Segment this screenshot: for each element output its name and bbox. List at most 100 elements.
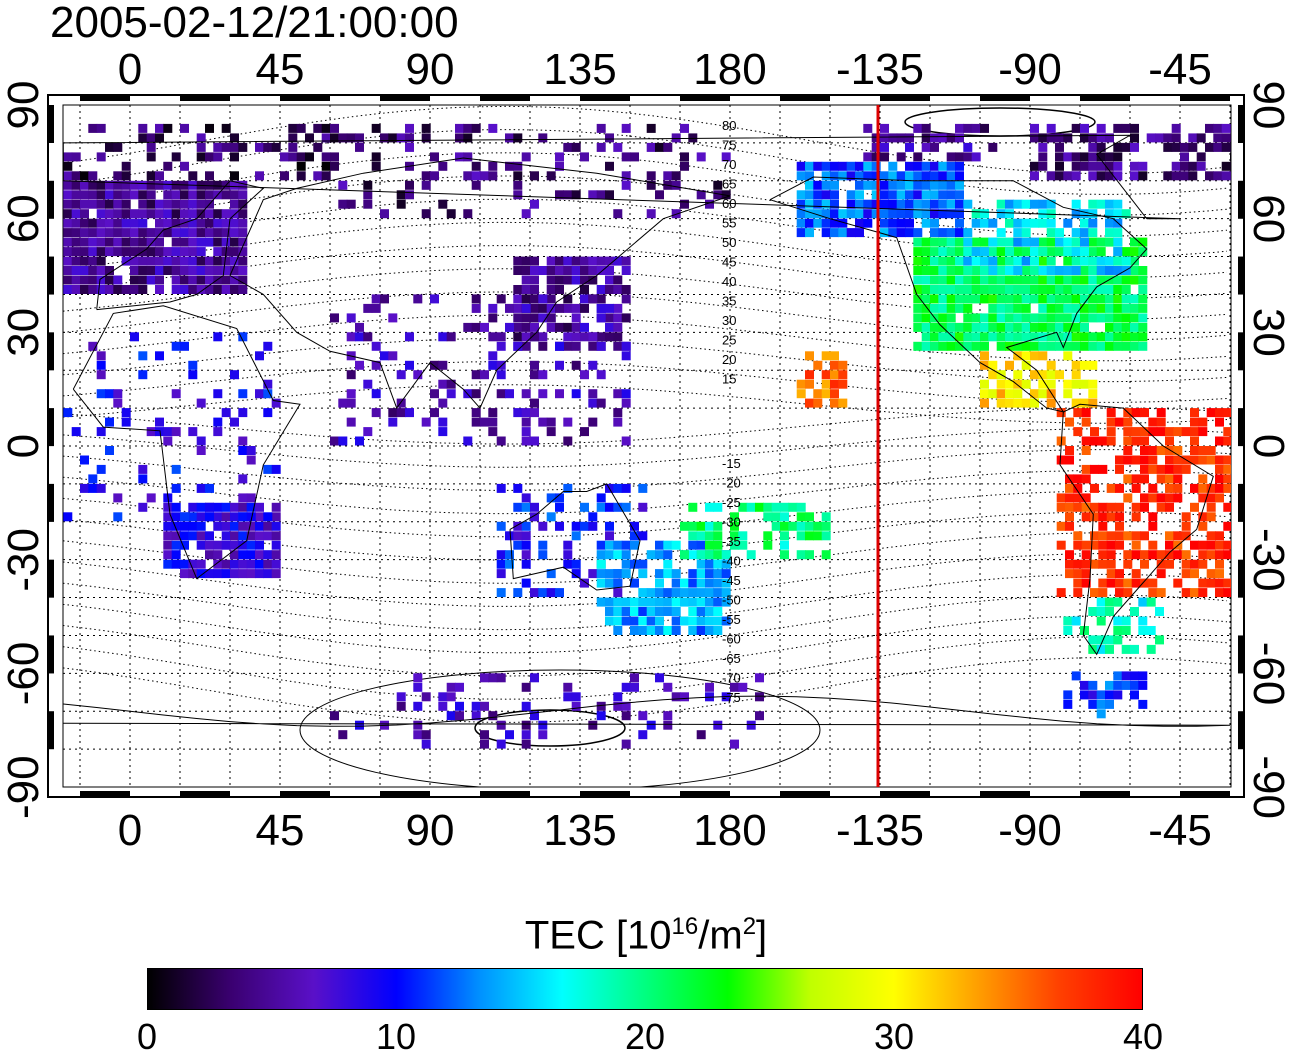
tec-cell <box>1063 256 1073 266</box>
tec-cell <box>1096 341 1106 351</box>
tec-cell <box>371 408 381 418</box>
tec-cell <box>1138 626 1148 635</box>
tec-cell <box>605 607 614 616</box>
tec-cell <box>180 275 189 285</box>
tec-cell <box>63 218 73 228</box>
tec-cell <box>1030 351 1039 361</box>
tec-cell <box>63 247 73 257</box>
tec-cell <box>563 275 573 285</box>
tec-cell <box>1081 474 1091 484</box>
tec-cell <box>530 673 539 683</box>
tec-cell <box>571 275 581 285</box>
tec-cell <box>805 351 814 361</box>
tec-cell <box>1063 313 1073 323</box>
tec-cell <box>1146 597 1156 607</box>
tec-cell <box>196 190 206 200</box>
tec-cell <box>63 209 73 219</box>
tec-cell <box>1081 550 1091 560</box>
tec-cell <box>921 247 931 257</box>
tec-cell <box>196 218 206 228</box>
tec-cell <box>113 237 123 247</box>
tec-cell <box>271 569 281 579</box>
tec-cell <box>496 370 506 380</box>
tec-cell <box>130 180 139 190</box>
tec-cell <box>955 266 964 275</box>
tec-cell <box>580 502 589 512</box>
tec-cell <box>163 512 173 522</box>
tec-cell <box>505 322 514 332</box>
tec-cell <box>563 540 573 550</box>
tec-cell <box>463 322 473 332</box>
tec-cell <box>171 483 181 493</box>
tec-cell <box>805 180 814 190</box>
tec-cell <box>230 285 239 294</box>
tec-cell <box>371 303 381 313</box>
tec-cell <box>138 256 148 266</box>
mlat-label: 15 <box>722 372 736 387</box>
tec-cell <box>180 341 189 351</box>
bottom-lon-label: 45 <box>256 806 305 855</box>
tec-cell <box>555 285 564 294</box>
tec-cell <box>1071 209 1081 219</box>
tec-cell <box>1121 294 1131 304</box>
tec-cell <box>1046 341 1056 351</box>
tec-cell <box>1198 521 1208 531</box>
tec-cell <box>471 408 481 418</box>
tec-cell <box>1046 398 1056 408</box>
top-lon-label: 45 <box>256 45 305 94</box>
tec-cell <box>638 531 648 541</box>
tec-cell <box>621 616 631 626</box>
tec-cell <box>896 133 906 143</box>
bottom-lon-label: -135 <box>836 806 924 855</box>
tec-cell <box>605 275 614 285</box>
tec-cell <box>213 209 223 219</box>
tec-cell <box>863 199 873 209</box>
tec-cell <box>621 351 631 361</box>
tec-cell <box>821 521 831 531</box>
tec-cell <box>605 502 614 512</box>
tec-cell <box>1063 699 1073 709</box>
tec-cell <box>1046 218 1056 228</box>
tec-cell <box>88 199 98 209</box>
tec-cell <box>1013 256 1023 266</box>
tec-cell <box>746 550 756 560</box>
tec-cell <box>238 332 248 342</box>
tec-cell <box>96 247 106 257</box>
tec-cell <box>621 607 631 616</box>
tec-cell <box>1088 171 1098 181</box>
tec-cell <box>846 199 856 209</box>
tec-cell <box>271 142 281 152</box>
tec-cell <box>638 730 648 740</box>
tec-cell <box>1030 123 1039 133</box>
mlat-label: 40 <box>722 274 736 289</box>
tec-cell <box>63 275 73 285</box>
tec-cell <box>471 417 481 427</box>
tec-cell <box>855 161 864 171</box>
tec-cell <box>1105 152 1114 162</box>
tec-cell <box>921 237 931 247</box>
tec-cell <box>221 502 231 512</box>
tec-cell <box>805 161 814 171</box>
tec-cell <box>1055 142 1064 152</box>
tec-cell <box>155 427 164 437</box>
tec-cell <box>1080 256 1089 266</box>
tec-cell <box>713 550 723 560</box>
tec-cell <box>271 512 281 522</box>
tec-cell <box>646 607 656 616</box>
tec-cell <box>1071 123 1081 133</box>
tec-cell <box>955 218 964 228</box>
tec-cell <box>1223 578 1231 588</box>
tec-cell <box>1206 512 1216 522</box>
tec-cell <box>238 474 248 484</box>
tec-cell <box>1013 389 1023 399</box>
tec-cell <box>1088 690 1098 700</box>
tec-cell <box>1081 446 1091 455</box>
tec-cell <box>821 531 831 541</box>
tec-cell <box>621 152 631 162</box>
tec-cell <box>696 578 706 588</box>
tec-cell <box>346 398 356 408</box>
tec-cell <box>896 190 906 200</box>
tec-cell <box>996 294 1006 304</box>
tec-cell <box>388 133 398 143</box>
